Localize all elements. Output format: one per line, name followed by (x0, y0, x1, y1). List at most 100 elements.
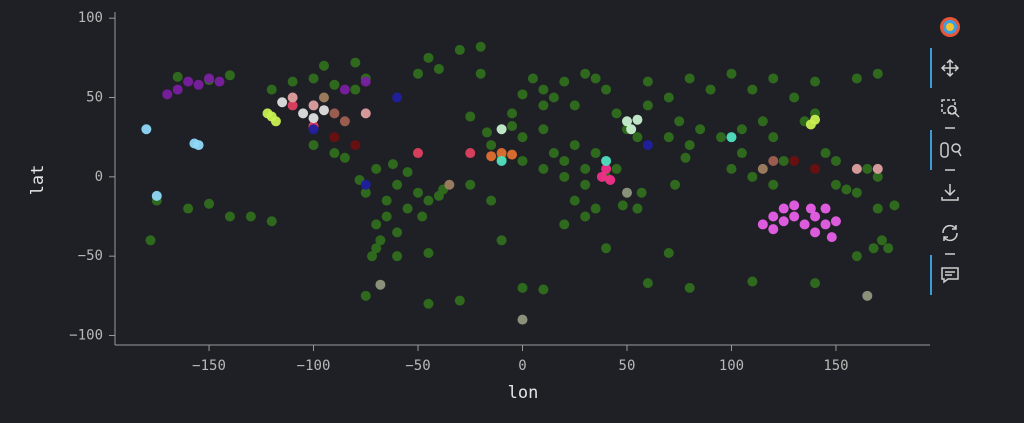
point (851, 73, 862, 84)
point (778, 203, 789, 214)
point (872, 163, 883, 174)
point (204, 73, 215, 84)
point (308, 124, 319, 135)
point (266, 84, 277, 95)
point (367, 251, 378, 262)
point (298, 108, 309, 119)
pan-tool[interactable] (940, 58, 960, 78)
box-zoom-tool[interactable] (941, 99, 960, 118)
point (277, 97, 288, 108)
point (287, 92, 298, 103)
point (601, 155, 612, 166)
point (883, 243, 894, 254)
point (768, 211, 779, 222)
point (162, 89, 173, 100)
point (569, 100, 580, 111)
point (381, 211, 392, 222)
point (716, 132, 727, 143)
point (308, 100, 319, 111)
point (841, 184, 852, 195)
point (768, 132, 779, 143)
toolbar (930, 17, 962, 295)
point (580, 179, 591, 190)
point (590, 203, 601, 214)
point (642, 76, 653, 87)
x-tick-label: −50 (405, 358, 430, 374)
y-tick-label: 100 (78, 10, 103, 26)
point (768, 179, 779, 190)
point (820, 148, 831, 159)
point (868, 243, 879, 254)
point (559, 171, 570, 182)
point (465, 179, 476, 190)
x-tick-label: 150 (823, 358, 848, 374)
point (538, 163, 549, 174)
x-tick-label: 100 (719, 358, 744, 374)
point (475, 41, 486, 52)
point (569, 140, 580, 151)
point (339, 84, 350, 95)
hover-tool[interactable] (941, 267, 959, 284)
point (517, 314, 528, 325)
y-axis-title: lat (28, 165, 48, 196)
point (224, 70, 235, 81)
point (266, 216, 277, 227)
point (486, 140, 497, 151)
point (517, 155, 528, 166)
point (444, 179, 455, 190)
point (830, 216, 841, 227)
point (392, 251, 403, 262)
point (559, 219, 570, 230)
bokeh-logo[interactable] (940, 17, 960, 37)
point (789, 155, 800, 166)
point (318, 105, 329, 116)
x-tick-label: −100 (297, 358, 331, 374)
point (496, 155, 507, 166)
point (601, 243, 612, 254)
point (872, 203, 883, 214)
point (851, 187, 862, 198)
point (789, 92, 800, 103)
point (486, 195, 497, 206)
point (851, 163, 862, 174)
point (360, 290, 371, 301)
point (826, 232, 837, 243)
point (851, 251, 862, 262)
point (642, 140, 653, 151)
point (768, 73, 779, 84)
point (810, 227, 821, 238)
point (371, 219, 382, 230)
point (705, 84, 716, 95)
point (621, 116, 632, 127)
point (262, 108, 273, 119)
point (569, 195, 580, 206)
point (517, 132, 528, 143)
x-tick-label: 0 (518, 358, 526, 374)
point (151, 190, 162, 201)
point (360, 179, 371, 190)
point (611, 163, 622, 174)
point (680, 152, 691, 163)
point (580, 68, 591, 79)
save-tool[interactable] (941, 184, 959, 201)
point (475, 68, 486, 79)
point (496, 148, 507, 159)
point (778, 216, 789, 227)
point (329, 108, 340, 119)
point (559, 76, 570, 87)
point (726, 163, 737, 174)
point (830, 179, 841, 190)
point (726, 132, 737, 143)
point (339, 152, 350, 163)
point (820, 219, 831, 230)
point (392, 92, 403, 103)
point (810, 278, 821, 289)
point (611, 108, 622, 119)
point (747, 84, 758, 95)
reset-tool[interactable] (942, 224, 958, 242)
point (318, 92, 329, 103)
point (454, 295, 465, 306)
wheel-zoom-tool[interactable] (940, 142, 962, 158)
point (481, 127, 492, 138)
